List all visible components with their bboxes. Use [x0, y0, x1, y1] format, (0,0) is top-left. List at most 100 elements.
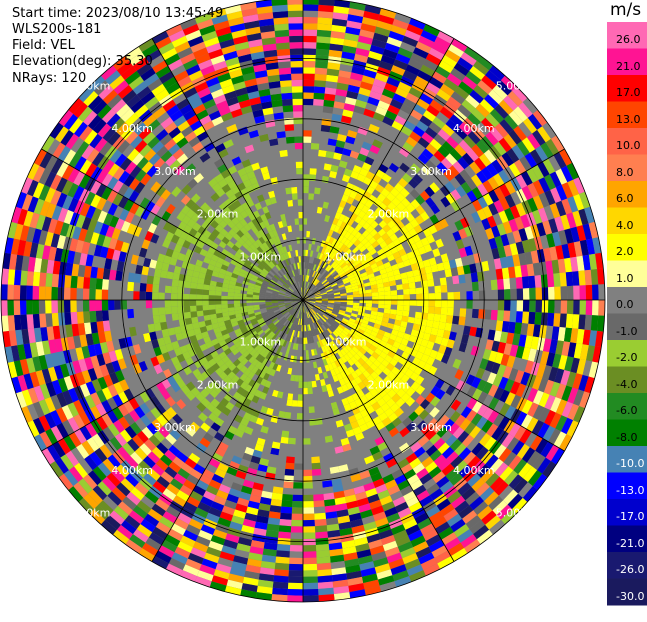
ppi-gate	[108, 310, 115, 321]
ppi-gate	[288, 577, 303, 584]
ppi-gate	[114, 300, 121, 310]
ppi-gate	[547, 313, 554, 327]
ppi-gate	[510, 289, 517, 300]
ppi-gate	[312, 469, 322, 476]
ppi-gate	[128, 272, 135, 282]
ppi-gate	[184, 288, 191, 295]
ppi-gate	[45, 313, 52, 327]
ppi-gate	[139, 291, 146, 300]
ppi-gate	[560, 272, 567, 286]
ppi-gate	[102, 300, 109, 311]
ppi-gate	[51, 300, 58, 313]
ppi-gate	[318, 575, 333, 582]
ppi-gate	[566, 272, 573, 287]
ppi-gate	[45, 287, 52, 301]
ppi-gate	[510, 300, 517, 311]
ppi-gate	[282, 494, 293, 501]
ppi-gate	[528, 276, 535, 288]
ppi-gate	[318, 5, 334, 13]
ppi-gate	[172, 279, 179, 287]
ppi-gate	[303, 394, 308, 401]
ppi-gate	[147, 275, 154, 284]
ppi-gate	[313, 200, 319, 207]
ppi-gate	[403, 305, 410, 311]
ppi-gate	[447, 284, 454, 292]
ppi-gate	[303, 225, 307, 231]
ppi-gate	[428, 307, 435, 314]
ppi-gate	[303, 212, 308, 218]
ppi-gate	[403, 289, 410, 295]
ppi-gate	[303, 168, 310, 174]
ppi-gate	[453, 284, 460, 293]
ppi-gate	[298, 388, 303, 394]
ppi-gate	[409, 306, 416, 312]
ppi-gate	[287, 595, 303, 602]
ppi-gate	[39, 286, 46, 300]
ppi-gate	[307, 375, 312, 382]
ppi-gate	[303, 369, 307, 375]
ppi-gate	[303, 463, 312, 470]
ppi-gate	[561, 300, 568, 314]
ppi-gate	[321, 125, 331, 132]
ppi-gate	[172, 313, 179, 321]
ppi-gate	[426, 320, 433, 328]
ppi-gate	[303, 438, 311, 445]
ppi-gate	[303, 237, 306, 243]
ppi-gate	[385, 300, 391, 305]
ppi-gate	[318, 582, 334, 589]
ppi-gate	[14, 270, 21, 286]
ppi-gate	[504, 289, 511, 300]
ppi-gate	[397, 305, 404, 311]
ppi-gate	[39, 272, 46, 286]
ppi-gate	[522, 312, 529, 324]
ppi-gate	[318, 150, 327, 157]
ppi-gate	[190, 306, 197, 312]
ppi-gate	[409, 288, 416, 294]
ppi-gate	[303, 92, 314, 99]
ppi-gate	[372, 304, 379, 308]
ppi-gate	[171, 286, 178, 293]
ppi-gate	[83, 277, 90, 289]
ppi-gate	[315, 532, 328, 539]
ppi-gate	[580, 300, 587, 315]
ppi-gate	[234, 300, 240, 304]
ppi-gate	[221, 292, 228, 297]
ppi-gate	[296, 363, 300, 370]
ppi-gate	[542, 300, 549, 313]
ppi-gate	[572, 314, 579, 329]
ppi-gate	[83, 300, 90, 312]
ppi-gate	[459, 283, 466, 292]
ppi-gate	[312, 124, 322, 131]
ppi-gate	[319, 455, 328, 462]
ppi-gate	[441, 300, 448, 308]
ppi-gate	[289, 425, 296, 432]
ppi-gate	[384, 304, 391, 309]
ppi-gate	[293, 394, 299, 401]
ppi-gate	[20, 285, 27, 300]
ppi-gate	[441, 307, 448, 315]
ppi-gate	[314, 93, 325, 100]
ppi-gate	[440, 277, 447, 285]
ppi-gate	[491, 280, 498, 291]
ppi-gate	[460, 300, 467, 309]
ppi-gate	[566, 314, 573, 329]
ppi-gate	[585, 270, 592, 286]
ppi-gate	[428, 286, 435, 293]
ppi-gate	[416, 306, 423, 313]
ppi-gate	[303, 526, 315, 533]
ppi-gate	[165, 293, 172, 300]
ppi-gate	[133, 291, 140, 300]
ppi-gate	[165, 300, 172, 307]
ppi-gate	[378, 300, 384, 304]
ppi-gate	[308, 193, 314, 200]
ppi-gate	[429, 293, 435, 300]
ppi-gate	[278, 449, 287, 456]
ppi-gate	[293, 495, 304, 502]
ppi-gate	[567, 300, 574, 314]
ppi-gate	[26, 286, 33, 301]
ppi-gate	[303, 350, 306, 356]
ppi-gate	[303, 501, 314, 508]
ppi-gate	[391, 290, 398, 295]
ppi-gate	[434, 286, 441, 294]
ppi-gate	[196, 294, 203, 300]
